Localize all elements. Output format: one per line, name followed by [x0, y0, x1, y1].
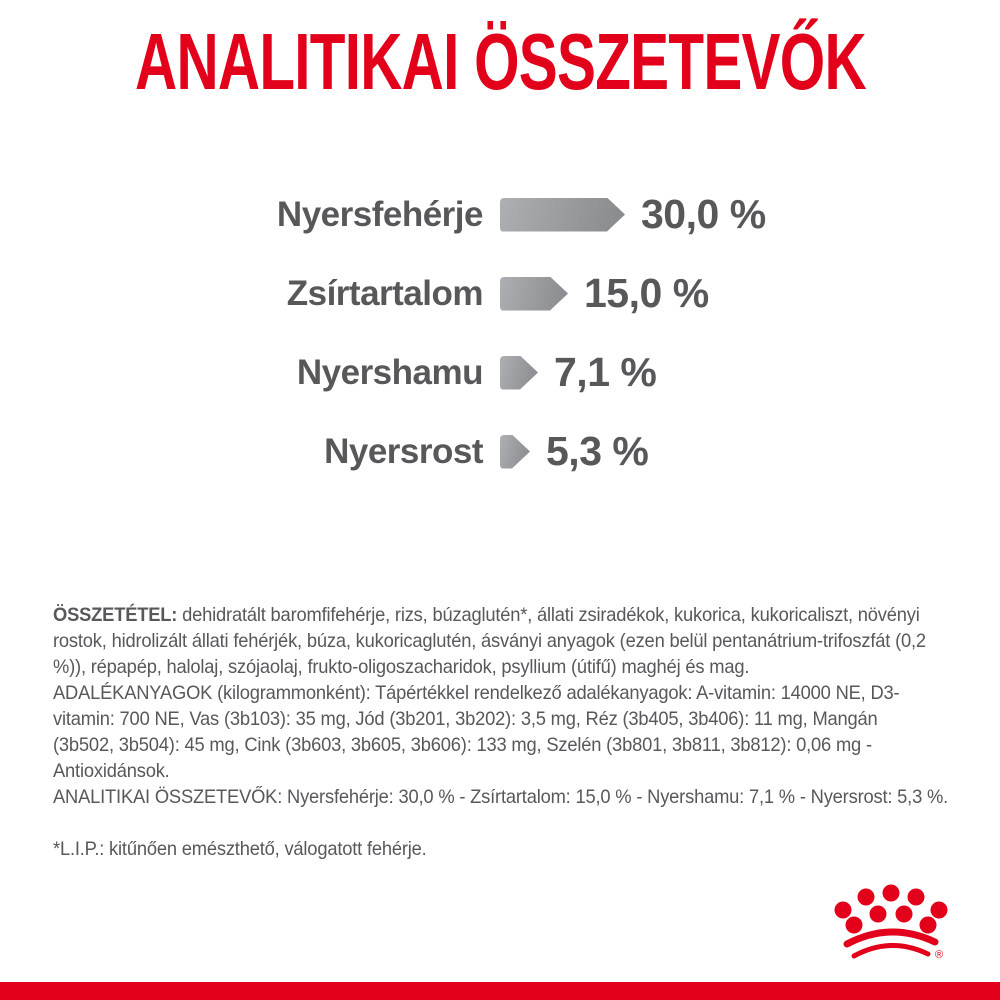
- nutrient-value: 15,0 %: [584, 270, 709, 316]
- ingredients-text-block: ÖSSZETÉTEL: dehidratált baromfifehérje, …: [53, 602, 949, 862]
- crown-arc-lower: [851, 943, 931, 959]
- nutrient-value: 7,1 %: [554, 349, 657, 395]
- analytical-constituents-chart: Nyersfehérje 30,0 % Zsírtartalom 15,0 % …: [0, 175, 1000, 491]
- crown-arc-upper: [843, 928, 939, 948]
- nutrient-value: 30,0 %: [641, 191, 766, 237]
- nutrient-bar-arrow: [500, 356, 538, 390]
- nutrient-value: 5,3 %: [546, 428, 649, 474]
- registered-trademark: ®: [935, 949, 943, 959]
- nutrient-label: Zsírtartalom: [286, 273, 484, 313]
- crown-dots: [834, 884, 948, 934]
- chart-row: Zsírtartalom 15,0 %: [0, 254, 1000, 333]
- royal-canin-crown-logo: ®: [834, 884, 948, 959]
- nutrient-label: Nyersrost: [324, 431, 483, 471]
- chart-row: Nyershamu 7,1 %: [0, 333, 1000, 412]
- additives-paragraph: ADALÉKANYAGOK (kilogrammonként): Tápérté…: [53, 682, 900, 782]
- page-title: ANALITIKAI ÖSSZETEVŐK: [135, 17, 867, 106]
- chart-row: Nyersrost 5,3 %: [0, 412, 1000, 491]
- composition-paragraph: ÖSSZETÉTEL: dehidratált baromfifehérje, …: [53, 602, 941, 680]
- composition-heading: ÖSSZETÉTEL:: [53, 604, 178, 626]
- nutrient-bar-arrow: [500, 277, 568, 311]
- composition-body: dehidratált baromfifehérje, rizs, búzagl…: [53, 604, 926, 678]
- nutrient-bar-arrow: [500, 198, 625, 232]
- chart-row: Nyersfehérje 30,0 %: [0, 175, 1000, 254]
- lip-footnote: *L.I.P.: kitűnően emészthető, válogatott…: [53, 838, 427, 860]
- nutrient-bar-arrow: [500, 435, 530, 469]
- nutrient-label: Nyershamu: [296, 352, 484, 392]
- brand-red-bar: [0, 982, 1000, 1000]
- nutrient-label: Nyersfehérje: [276, 194, 484, 234]
- analytical-summary-line: ANALITIKAI ÖSSZETEVŐK: Nyersfehérje: 30,…: [53, 786, 949, 808]
